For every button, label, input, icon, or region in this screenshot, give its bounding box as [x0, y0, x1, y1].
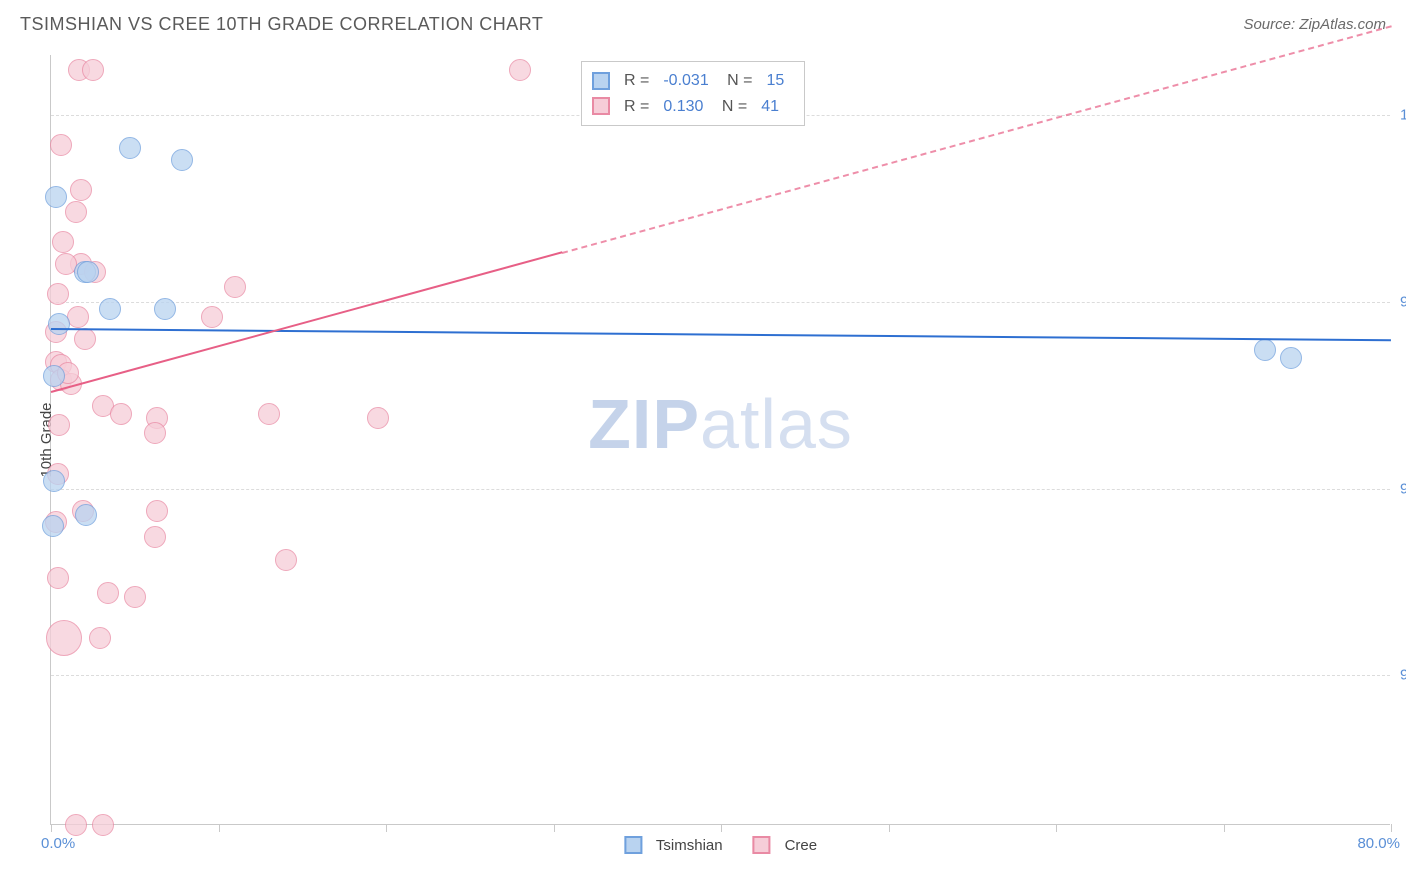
data-point: [110, 403, 132, 425]
y-tick-label: 95.0%: [1400, 480, 1406, 497]
legend-item: Cree: [753, 836, 818, 854]
data-point: [509, 59, 531, 81]
data-point: [74, 328, 96, 350]
x-tick: [721, 824, 722, 832]
x-tick: [1224, 824, 1225, 832]
y-tick-label: 92.5%: [1400, 667, 1406, 684]
x-tick: [51, 824, 52, 832]
data-point: [42, 515, 64, 537]
x-tick: [1056, 824, 1057, 832]
data-point: [99, 298, 121, 320]
stats-row: R = 0.130 N = 41: [592, 94, 790, 120]
gridline-h: [51, 302, 1390, 303]
x-tick: [386, 824, 387, 832]
legend-swatch: [624, 836, 642, 854]
legend-swatch: [592, 97, 610, 115]
data-point: [65, 814, 87, 836]
trendline-extrapolated: [562, 25, 1392, 254]
chart-area: 10th Grade 100.0%97.5%95.0%92.5% ZIPatla…: [50, 55, 1390, 825]
y-tick-label: 97.5%: [1400, 293, 1406, 310]
data-point: [70, 179, 92, 201]
data-point: [43, 365, 65, 387]
stat-r-value: -0.031: [657, 68, 714, 94]
chart-title: TSIMSHIAN VS CREE 10TH GRADE CORRELATION…: [20, 14, 543, 35]
x-tick: [1391, 824, 1392, 832]
data-point: [124, 586, 146, 608]
data-point: [48, 414, 70, 436]
stat-n-value: 41: [755, 94, 785, 120]
source-label: Source: ZipAtlas.com: [1243, 16, 1386, 33]
x-axis-max-label: 80.0%: [1357, 835, 1400, 852]
data-point: [367, 407, 389, 429]
data-point: [45, 186, 67, 208]
data-point: [82, 59, 104, 81]
data-point: [146, 500, 168, 522]
data-point: [75, 504, 97, 526]
stat-n-label: N =: [723, 68, 753, 94]
data-point: [48, 313, 70, 335]
data-point: [224, 276, 246, 298]
data-point: [52, 231, 74, 253]
data-point: [43, 470, 65, 492]
data-point: [89, 627, 111, 649]
data-point: [47, 567, 69, 589]
data-point: [46, 620, 82, 656]
stat-r-value: 0.130: [657, 94, 709, 120]
plot-surface: 100.0%97.5%95.0%92.5%: [51, 55, 1390, 824]
stats-legend-box: R =-0.031 N =15R =0.130 N =41: [581, 61, 805, 126]
data-point: [154, 298, 176, 320]
x-tick: [554, 824, 555, 832]
data-point: [65, 201, 87, 223]
gridline-h: [51, 489, 1390, 490]
data-point: [275, 549, 297, 571]
legend-label: Tsimshian: [656, 837, 723, 854]
data-point: [50, 134, 72, 156]
trendline: [51, 328, 1391, 341]
data-point: [201, 306, 223, 328]
data-point: [258, 403, 280, 425]
stat-n-label: N =: [717, 94, 747, 120]
legend-label: Cree: [785, 837, 818, 854]
stat-r-label: R =: [624, 68, 649, 94]
data-point: [1280, 347, 1302, 369]
stat-n-value: 15: [761, 68, 791, 94]
stat-r-label: R =: [624, 94, 649, 120]
data-point: [119, 137, 141, 159]
x-tick: [889, 824, 890, 832]
x-tick: [219, 824, 220, 832]
data-point: [144, 526, 166, 548]
y-tick-label: 100.0%: [1400, 106, 1406, 123]
legend-swatch: [592, 72, 610, 90]
legend-swatch: [753, 836, 771, 854]
gridline-h: [51, 675, 1390, 676]
data-point: [144, 422, 166, 444]
trendline: [51, 252, 562, 394]
data-point: [92, 814, 114, 836]
data-point: [97, 582, 119, 604]
legend-item: Tsimshian: [624, 836, 723, 854]
x-axis-min-label: 0.0%: [41, 835, 75, 852]
data-point: [77, 261, 99, 283]
data-point: [171, 149, 193, 171]
data-point: [1254, 339, 1276, 361]
legend: Tsimshian Cree: [624, 836, 817, 854]
stats-row: R = -0.031 N = 15: [592, 68, 790, 94]
data-point: [47, 283, 69, 305]
